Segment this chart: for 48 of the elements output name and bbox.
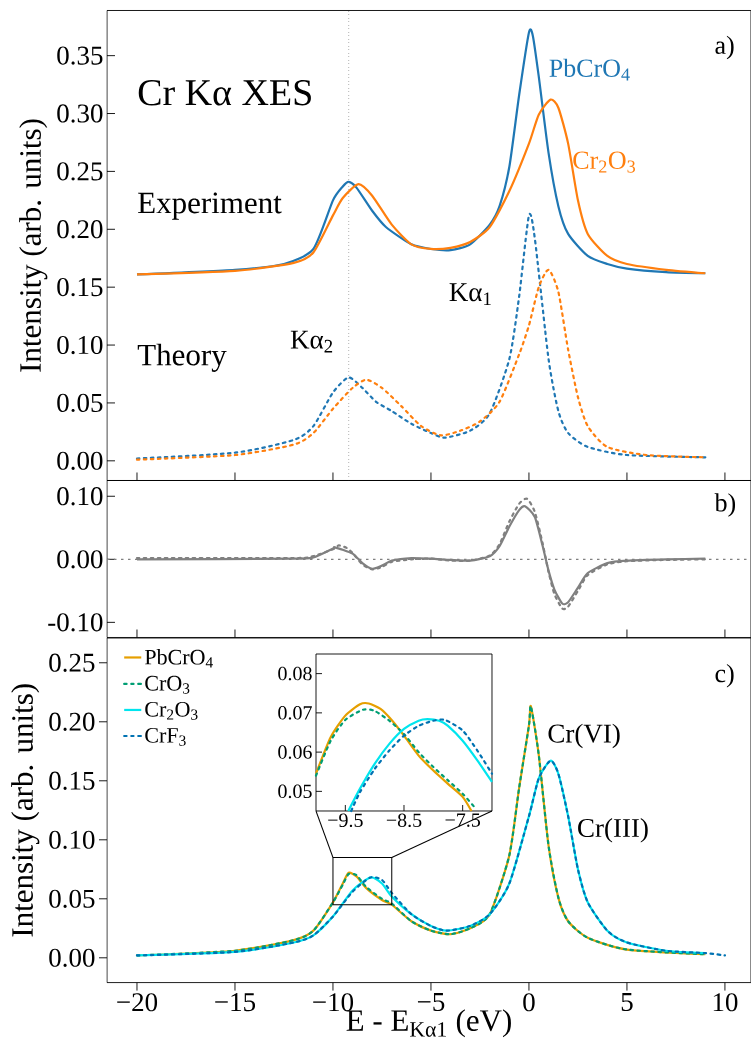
y-tick-label: 0.25 bbox=[49, 653, 95, 672]
y-tick-label: 0.20 bbox=[49, 712, 95, 731]
legend-label: CrF$_{3}$ bbox=[145, 727, 186, 746]
y-tick-label: 0.10 bbox=[57, 487, 103, 506]
y-tick-label: 0.00 bbox=[57, 451, 103, 470]
x-tick-label: −10 bbox=[313, 993, 354, 1012]
x-tick-label: −5 bbox=[417, 993, 445, 1012]
series-label: PbCrO$_{4}$ bbox=[549, 58, 630, 81]
x-tick-label: −15 bbox=[215, 993, 256, 1012]
y-tick-label: 0.35 bbox=[57, 46, 103, 65]
legend-label: PbCrO$_{4}$ bbox=[144, 649, 213, 668]
annotation: Kα$_{1}$ bbox=[449, 283, 491, 305]
x-tick-label: −20 bbox=[117, 993, 158, 1012]
y-tick-label: 0.07 bbox=[278, 706, 312, 720]
y-tick-label: 0.20 bbox=[57, 220, 103, 239]
y-axis-title: Intensity (arb. units) bbox=[19, 119, 48, 372]
legend-label: CrO$_{3}$ bbox=[145, 675, 190, 694]
annotation: b) bbox=[714, 493, 736, 517]
y-tick-label: 0.00 bbox=[49, 948, 95, 967]
annotation: Kα$_{2}$ bbox=[290, 330, 333, 353]
x-tick-label: −9.5 bbox=[328, 813, 363, 828]
y-tick-label: 0.05 bbox=[57, 393, 103, 413]
x-tick-label: 5 bbox=[621, 993, 633, 1012]
y-tick-label: 0.05 bbox=[49, 889, 95, 908]
y-tick-label: -0.10 bbox=[48, 613, 103, 632]
y-tick-label: 0.15 bbox=[49, 771, 95, 790]
annotation: Theory bbox=[137, 343, 227, 372]
annotation: Experiment bbox=[138, 192, 282, 220]
y-tick-label: 0.05 bbox=[278, 784, 312, 799]
annotation: c) bbox=[715, 663, 734, 688]
annotation: Cr(III) bbox=[578, 818, 648, 843]
y-tick-label: 0.30 bbox=[57, 104, 103, 123]
annotation: a) bbox=[715, 35, 734, 60]
y-tick-label: 0.15 bbox=[57, 278, 103, 297]
annotation: Cr Kα XES bbox=[138, 79, 311, 106]
x-tick-label: 10 bbox=[713, 993, 738, 1012]
y-tick-label: 0.10 bbox=[57, 335, 103, 355]
x-tick-label: 0 bbox=[523, 993, 535, 1012]
y-tick-label: 0.06 bbox=[278, 745, 312, 759]
y-tick-label: 0.00 bbox=[57, 550, 103, 569]
y-tick-label: 0.25 bbox=[57, 162, 103, 181]
y-tick-label: 0.08 bbox=[278, 666, 312, 681]
y-tick-label: 0.10 bbox=[49, 830, 95, 849]
annotation: Cr(VI) bbox=[548, 723, 620, 749]
y-axis-title: Intensity (arb. units) bbox=[11, 684, 40, 937]
series-label: Cr$_{2}$O$_{3}$ bbox=[573, 151, 636, 173]
x-tick-label: −8.5 bbox=[386, 813, 422, 828]
legend-label: Cr$_{2}$O$_{3}$ bbox=[145, 701, 198, 720]
